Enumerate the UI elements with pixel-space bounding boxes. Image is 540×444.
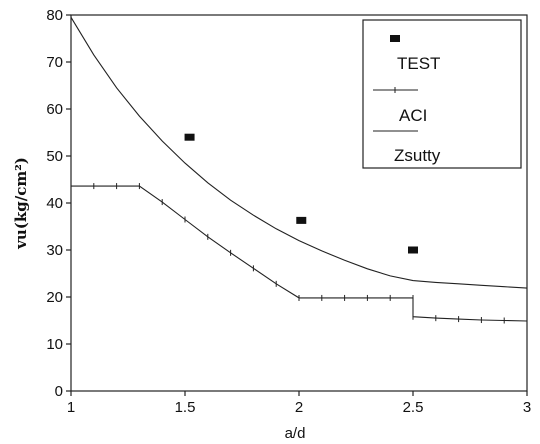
legend-box — [362, 19, 522, 169]
legend-test-label: TEST — [397, 54, 440, 73]
y-tick-label: 80 — [46, 7, 63, 24]
test-point — [408, 246, 418, 254]
tick-layer: 0 10 20 30 40 50 60 70 80 1 1.5 2 2.5 3 — [46, 7, 531, 416]
legend: TEST ACI Zsutty — [362, 19, 522, 169]
y-tick-label: 70 — [46, 54, 63, 71]
zsutty-line — [70, 17, 528, 289]
y-tick-label: 50 — [46, 148, 63, 165]
legend-test-marker — [390, 35, 400, 42]
y-tick-label: 0 — [55, 383, 63, 400]
legend-aci-label: ACI — [399, 106, 427, 125]
x-tick-label: 2 — [295, 399, 303, 416]
x-tick-label: 3 — [523, 399, 531, 416]
y-tick-label: 30 — [46, 242, 63, 259]
legend-zsutty-label: Zsutty — [394, 146, 441, 165]
test-point — [184, 133, 195, 141]
y-axis-label: vu(kg/cm²) — [12, 157, 30, 250]
y-tick-label: 10 — [46, 336, 63, 353]
y-tick-label: 60 — [46, 101, 63, 118]
test-point — [296, 216, 307, 224]
x-axis-label: a/d — [285, 425, 306, 442]
series-layer — [70, 17, 528, 324]
x-tick-label: 2.5 — [403, 399, 424, 416]
y-tick-label: 20 — [46, 289, 63, 306]
x-tick-label: 1 — [67, 399, 75, 416]
x-tick-label: 1.5 — [175, 399, 196, 416]
aci-line — [71, 185, 528, 322]
y-tick-label: 40 — [46, 195, 63, 212]
